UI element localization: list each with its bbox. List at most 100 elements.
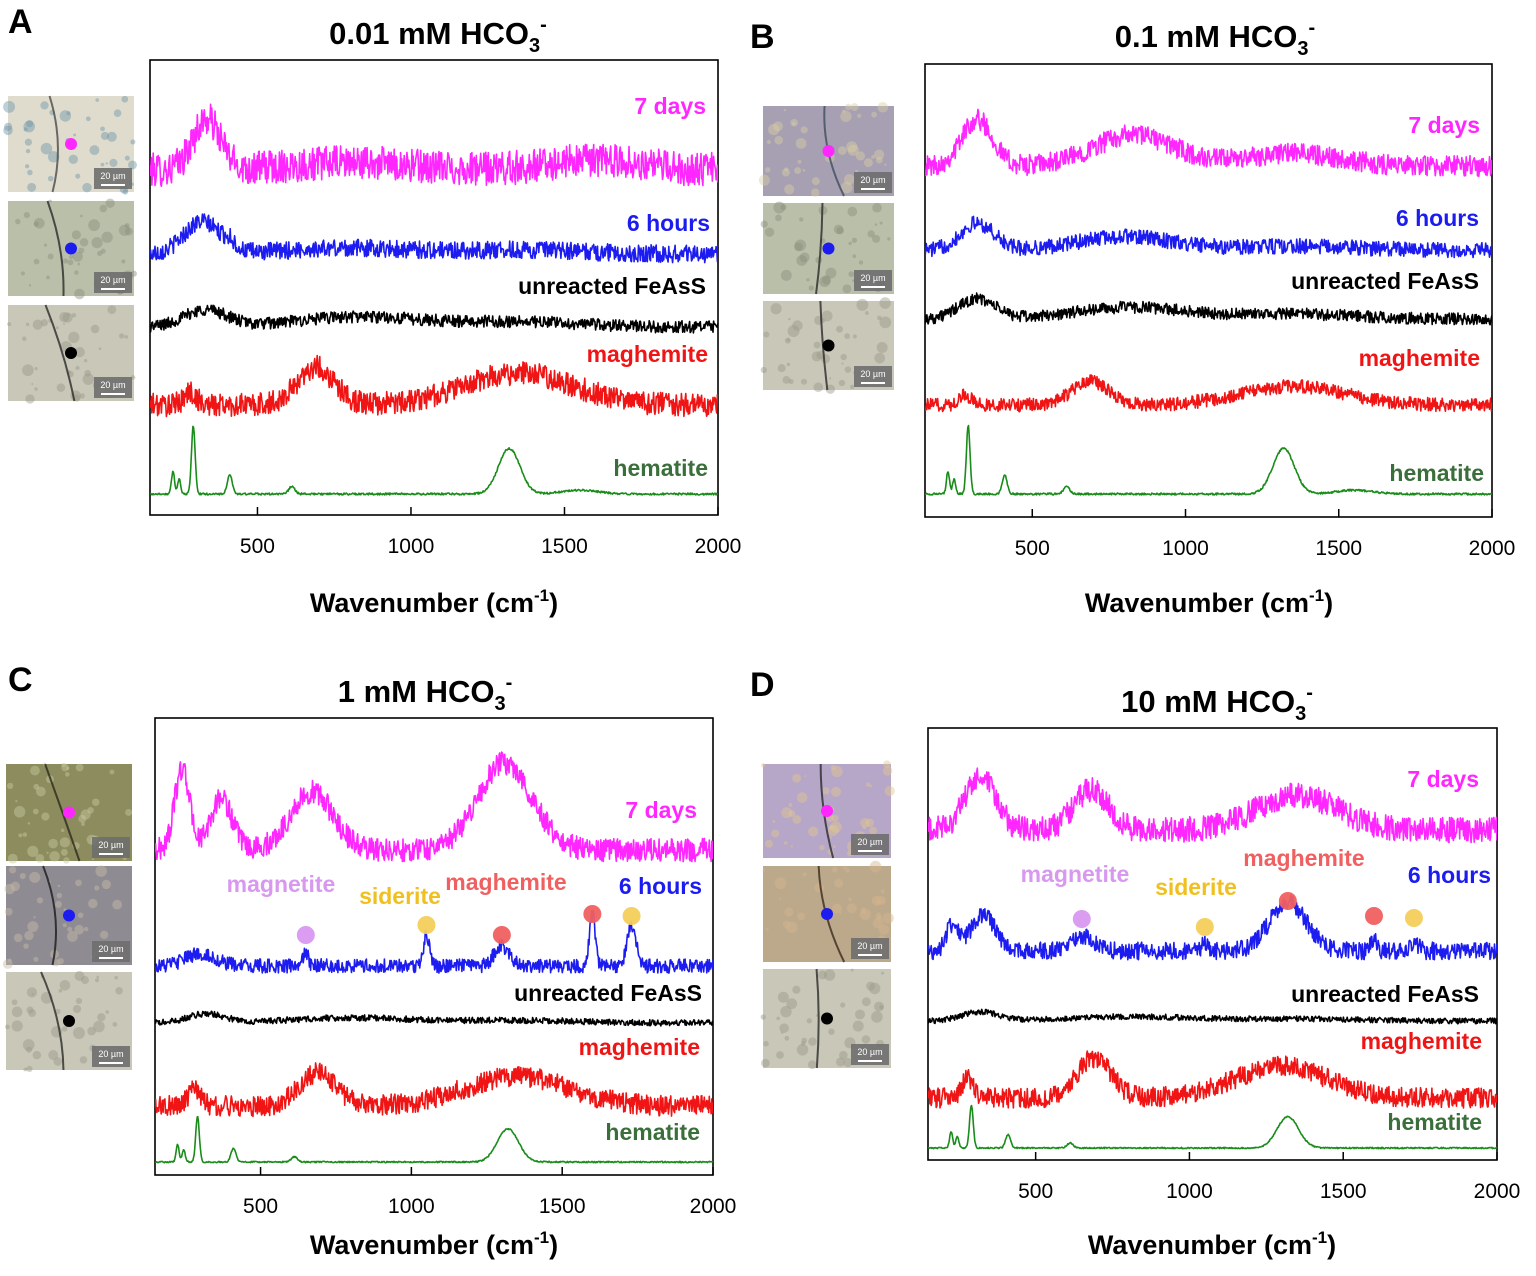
series-7-days xyxy=(155,751,713,863)
x-tick-label: 2000 xyxy=(690,1195,737,1218)
micrograph-inset: 20 µm xyxy=(5,970,132,1073)
scale-bar-label: 20 µm xyxy=(860,175,885,185)
x-axis-label: Wavenumber (cm-1) xyxy=(310,1228,558,1260)
panel-letter: D xyxy=(750,666,775,704)
plot-frame xyxy=(924,63,1493,518)
x-tick-label: 1500 xyxy=(1320,1180,1367,1203)
series-label-maghemite: maghemite xyxy=(1359,345,1480,371)
marker-maghemite xyxy=(1364,907,1383,925)
traces xyxy=(925,108,1492,496)
x-tick-label: 500 xyxy=(240,535,275,558)
marker-siderite xyxy=(417,916,436,934)
series-label-7-days: 7 days xyxy=(1408,112,1480,138)
traces xyxy=(150,103,718,496)
micrograph-inset: 20 µm xyxy=(760,760,895,859)
spot-dot xyxy=(821,1012,833,1025)
panel-title: 10 mM HCO3- xyxy=(1121,682,1313,725)
plot-frame xyxy=(149,59,719,516)
series-maghemite xyxy=(150,354,718,418)
marker-siderite xyxy=(1404,909,1423,927)
series-unreacted-feass xyxy=(928,1008,1497,1025)
x-axis-label: Wavenumber (cm-1) xyxy=(1085,586,1333,618)
panel-title: 1 mM HCO3- xyxy=(338,672,513,715)
series-label-6-hours: 6 hours xyxy=(1408,862,1491,888)
series-maghemite xyxy=(928,1050,1497,1109)
spot-dot xyxy=(65,242,77,255)
scale-bar-label: 20 µm xyxy=(860,273,885,283)
marker-maghemite xyxy=(492,926,511,944)
panel-title: 0.1 mM HCO3- xyxy=(1115,17,1315,60)
series-7-days xyxy=(928,767,1497,844)
scale-bar-label: 20 µm xyxy=(100,171,125,181)
series-6-hours xyxy=(150,213,718,264)
panel-d: D 10 mM HCO3- 7 days 6 hours unreacted FeAsS… xyxy=(750,666,1520,1260)
marker-maghemite xyxy=(1278,892,1297,910)
x-tick-label: 1000 xyxy=(1166,1180,1213,1203)
plot-frame xyxy=(154,717,714,1176)
panel-b: B 0.1 mM HCO3- 7 days 6 hours unreacted FeAs… xyxy=(750,17,1515,618)
x-tick-label: 500 xyxy=(1015,537,1050,560)
spot-dot xyxy=(63,806,75,819)
x-tick-label: 2000 xyxy=(1474,1180,1521,1203)
spot-dot xyxy=(822,242,835,255)
x-axis-label: Wavenumber (cm-1) xyxy=(1088,1228,1336,1260)
micrograph-inset: 20 µm xyxy=(6,762,133,864)
scale-bar-label: 20 µm xyxy=(98,840,123,850)
scale-bar-label: 20 µm xyxy=(98,944,123,954)
micrograph-inset: 20 µm xyxy=(762,860,894,963)
series-label-maghemite: maghemite xyxy=(1361,1028,1482,1054)
traces xyxy=(928,767,1497,1150)
annotation-maghemite: maghemite xyxy=(445,869,566,895)
series-label-maghemite: maghemite xyxy=(587,341,708,367)
panel-title: 0.01 mM HCO3- xyxy=(329,14,547,57)
annotation-maghemite: maghemite xyxy=(1243,845,1364,871)
micrograph-inset: 20 µm xyxy=(760,201,894,295)
spot-dot xyxy=(821,805,833,817)
series-label-6-hours: 6 hours xyxy=(1396,205,1479,231)
panel-letter: A xyxy=(8,3,33,41)
x-tick-label: 1500 xyxy=(541,535,588,558)
spot-dot xyxy=(821,908,833,920)
series-label-hematite: hematite xyxy=(605,1119,700,1145)
x-axis-label: Wavenumber (cm-1) xyxy=(310,586,558,618)
x-tick-label: 500 xyxy=(243,1195,278,1218)
marker-siderite xyxy=(1195,918,1214,936)
panel-c: C 1 mM HCO3- 7 days 6 hours unreacted FeAsS m… xyxy=(2,661,737,1260)
scale-bar-label: 20 µm xyxy=(857,1047,882,1057)
series-label-6-hours: 6 hours xyxy=(627,210,710,236)
series-unreacted-feass xyxy=(155,1010,713,1027)
series-maghemite xyxy=(925,374,1492,413)
micrograph-inset: 20 µm xyxy=(760,968,891,1070)
x-tick-label: 1000 xyxy=(388,535,435,558)
scale-bar-label: 20 µm xyxy=(860,369,885,379)
series-label-hematite: hematite xyxy=(1387,1109,1482,1135)
micrograph-inset: 20 µm xyxy=(8,198,137,300)
scale-bar-label: 20 µm xyxy=(857,837,882,847)
series-hematite xyxy=(150,425,718,496)
annotation-magnetite: magnetite xyxy=(227,871,336,897)
series-label-unreacted-feass: unreacted FeAsS xyxy=(1291,268,1479,294)
series-maghemite xyxy=(155,1062,713,1118)
annotation-magnetite: magnetite xyxy=(1021,861,1130,887)
panel-letter: B xyxy=(750,18,775,56)
series-7-days xyxy=(150,103,718,187)
micrograph-inset: 20 µm xyxy=(758,102,894,197)
x-tick-label: 1500 xyxy=(539,1195,586,1218)
micrograph-inset: 20 µm xyxy=(3,95,137,195)
panel-a: A 0.01 mM HCO3- 7 days 6 hours unreacted FeA… xyxy=(3,3,741,618)
series-label-7-days: 7 days xyxy=(1407,766,1479,792)
spot-dot xyxy=(65,347,77,359)
traces xyxy=(155,751,713,1164)
series-label-hematite: hematite xyxy=(1389,460,1484,486)
spot-dot xyxy=(63,1015,75,1027)
spot-dot xyxy=(65,138,77,150)
series-label-unreacted-feass: unreacted FeAsS xyxy=(518,273,706,299)
micrograph-inset: 20 µm xyxy=(2,865,132,969)
series-label-7-days: 7 days xyxy=(634,93,706,119)
series-6-hours xyxy=(928,894,1497,961)
series-label-6-hours: 6 hours xyxy=(619,873,702,899)
series-label-maghemite: maghemite xyxy=(579,1034,700,1060)
series-label-7-days: 7 days xyxy=(625,797,697,823)
annotation-siderite: siderite xyxy=(359,883,441,909)
